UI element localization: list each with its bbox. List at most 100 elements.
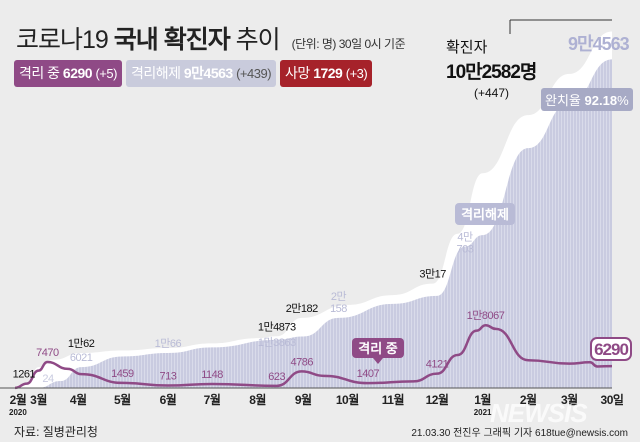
- active-badge: 격리 중 6290 (+5): [14, 60, 122, 87]
- source-note: 자료: 질병관리청: [14, 425, 98, 439]
- active-line: [14, 323, 613, 390]
- data-label: 1148: [201, 369, 223, 381]
- released-callout: 격리해제: [461, 207, 509, 222]
- x-tick-label: 30일: [601, 393, 624, 407]
- active-callout: 격리 중: [358, 341, 398, 356]
- badge-delta: (+5): [95, 66, 117, 81]
- active-callout-pointer: [373, 358, 383, 364]
- data-label: 1만62: [68, 337, 95, 350]
- data-label: 4786: [290, 356, 313, 368]
- data-label: 4121: [426, 359, 449, 371]
- data-label: 623: [268, 371, 285, 383]
- x-tick-label: 2월: [520, 392, 537, 407]
- data-label: 1만4873: [258, 320, 296, 333]
- x-tick-label: 8월: [249, 392, 266, 407]
- data-label: 1만8067: [467, 309, 505, 322]
- data-label-line: 4만: [457, 231, 473, 244]
- total-value: 10만2582명: [446, 62, 537, 83]
- data-label-line: 1407: [357, 368, 380, 380]
- data-label-line: 3만17: [419, 268, 446, 281]
- data-label-line: 158: [330, 303, 347, 315]
- data-label-line: 4121: [426, 359, 449, 371]
- title-bold: 국내 확진자: [113, 26, 231, 54]
- released-badge: 격리해제 9만4563 (+439): [125, 60, 277, 87]
- data-label-line: 24: [42, 373, 54, 385]
- x-tick-label: 3월: [561, 392, 578, 407]
- legend-badges: 격리 중 6290 (+5) 격리해제 9만4563 (+439) 사망 172…: [14, 60, 373, 87]
- data-label-line: 2만: [331, 290, 347, 303]
- data-label-line: 1148: [201, 369, 223, 381]
- data-label-line: 7470: [36, 347, 59, 359]
- x-tick-label: 3월: [30, 392, 47, 407]
- x-tick-label: 2월: [10, 392, 27, 407]
- badge-delta: (+3): [345, 66, 368, 81]
- badge-label: 격리 중: [19, 65, 60, 81]
- credit-note: 21.03.30 전진우 그래픽 기자 618tue@newsis.com: [411, 428, 628, 439]
- active-callout-box: [352, 338, 404, 358]
- data-label-line: 6021: [70, 352, 93, 364]
- x-tick-year: 2021: [474, 408, 492, 417]
- x-tick-year: 2020: [9, 408, 27, 417]
- x-tick-label: 1월: [474, 392, 491, 407]
- total-label: 확진자: [446, 39, 488, 56]
- badge-value: 6290: [62, 65, 93, 81]
- x-tick-label: 7월: [204, 392, 221, 407]
- released-total: 9만4563: [568, 34, 630, 54]
- data-label: 3만17: [419, 268, 446, 281]
- data-label-line: 1만62: [68, 337, 95, 350]
- data-label-line: 4786: [290, 356, 313, 368]
- data-label: 1261: [13, 369, 36, 381]
- title-prefix: 코로나19: [16, 26, 109, 54]
- x-tick-label: 11월: [382, 392, 405, 407]
- data-label-line: 713: [159, 371, 176, 383]
- data-label-line: 1261: [13, 369, 36, 381]
- active-end-box: [590, 337, 632, 361]
- data-label: 1만3863: [258, 336, 296, 349]
- total-delta: (+447): [474, 86, 510, 100]
- data-label-line: 2만182: [286, 302, 318, 315]
- badge-label: 격리해제: [130, 65, 181, 81]
- data-label: 24: [42, 373, 54, 385]
- data-label-line: 1만4873: [258, 320, 296, 333]
- active-end-label: 6290: [594, 340, 628, 359]
- death-badge: 사망 1729 (+3): [280, 60, 373, 87]
- data-label: 713: [159, 371, 176, 383]
- rate-label: 완치율: [545, 93, 581, 108]
- data-label-line: 1만3863: [258, 336, 296, 349]
- title-suffix: 추이: [235, 26, 281, 54]
- released-callout-box: [455, 203, 515, 225]
- data-label: 1459: [111, 368, 134, 380]
- x-tick-label: 5월: [114, 392, 131, 407]
- data-label: 2만182: [286, 302, 318, 315]
- x-tick-label: 9월: [295, 392, 312, 407]
- watermark-logo: NEWSIS: [490, 398, 588, 428]
- badge-value: 1729: [313, 65, 343, 81]
- data-label: 7470: [36, 347, 59, 359]
- x-tick-label: 10월: [336, 392, 359, 407]
- x-tick-label: 4월: [70, 392, 87, 407]
- recovery-rate: 완치율 92.18%: [541, 88, 633, 111]
- x-tick-label: 12월: [426, 392, 449, 407]
- data-label-line: 1459: [111, 368, 134, 380]
- data-label-line: 1만8067: [467, 309, 505, 322]
- data-label: 6021: [70, 352, 93, 364]
- data-label: 2만 158: [330, 290, 347, 315]
- data-label: 4만 703: [457, 231, 474, 256]
- unit-note: (단위: 명) 30일 0시 기준: [291, 37, 406, 51]
- rate-unit: %: [617, 93, 629, 108]
- data-label-line: 703: [457, 244, 474, 256]
- data-label-line: 623: [268, 371, 285, 383]
- x-tick-label: 6월: [160, 392, 177, 407]
- data-label: 1만66: [155, 337, 182, 350]
- badge-delta: (+439): [236, 66, 272, 81]
- page-title: 코로나19 국내 확진자 추이 (단위: 명) 30일 0시 기준: [16, 20, 406, 56]
- rate-value: 92.18: [584, 93, 618, 108]
- data-label-line: 1만66: [155, 337, 182, 350]
- badge-label: 사망: [285, 65, 310, 81]
- total-confirmed: 확진자 10만2582명 (+447): [446, 36, 537, 100]
- data-label: 1407: [357, 368, 380, 380]
- badge-value: 9만4563: [183, 65, 233, 81]
- released-area: [15, 59, 612, 389]
